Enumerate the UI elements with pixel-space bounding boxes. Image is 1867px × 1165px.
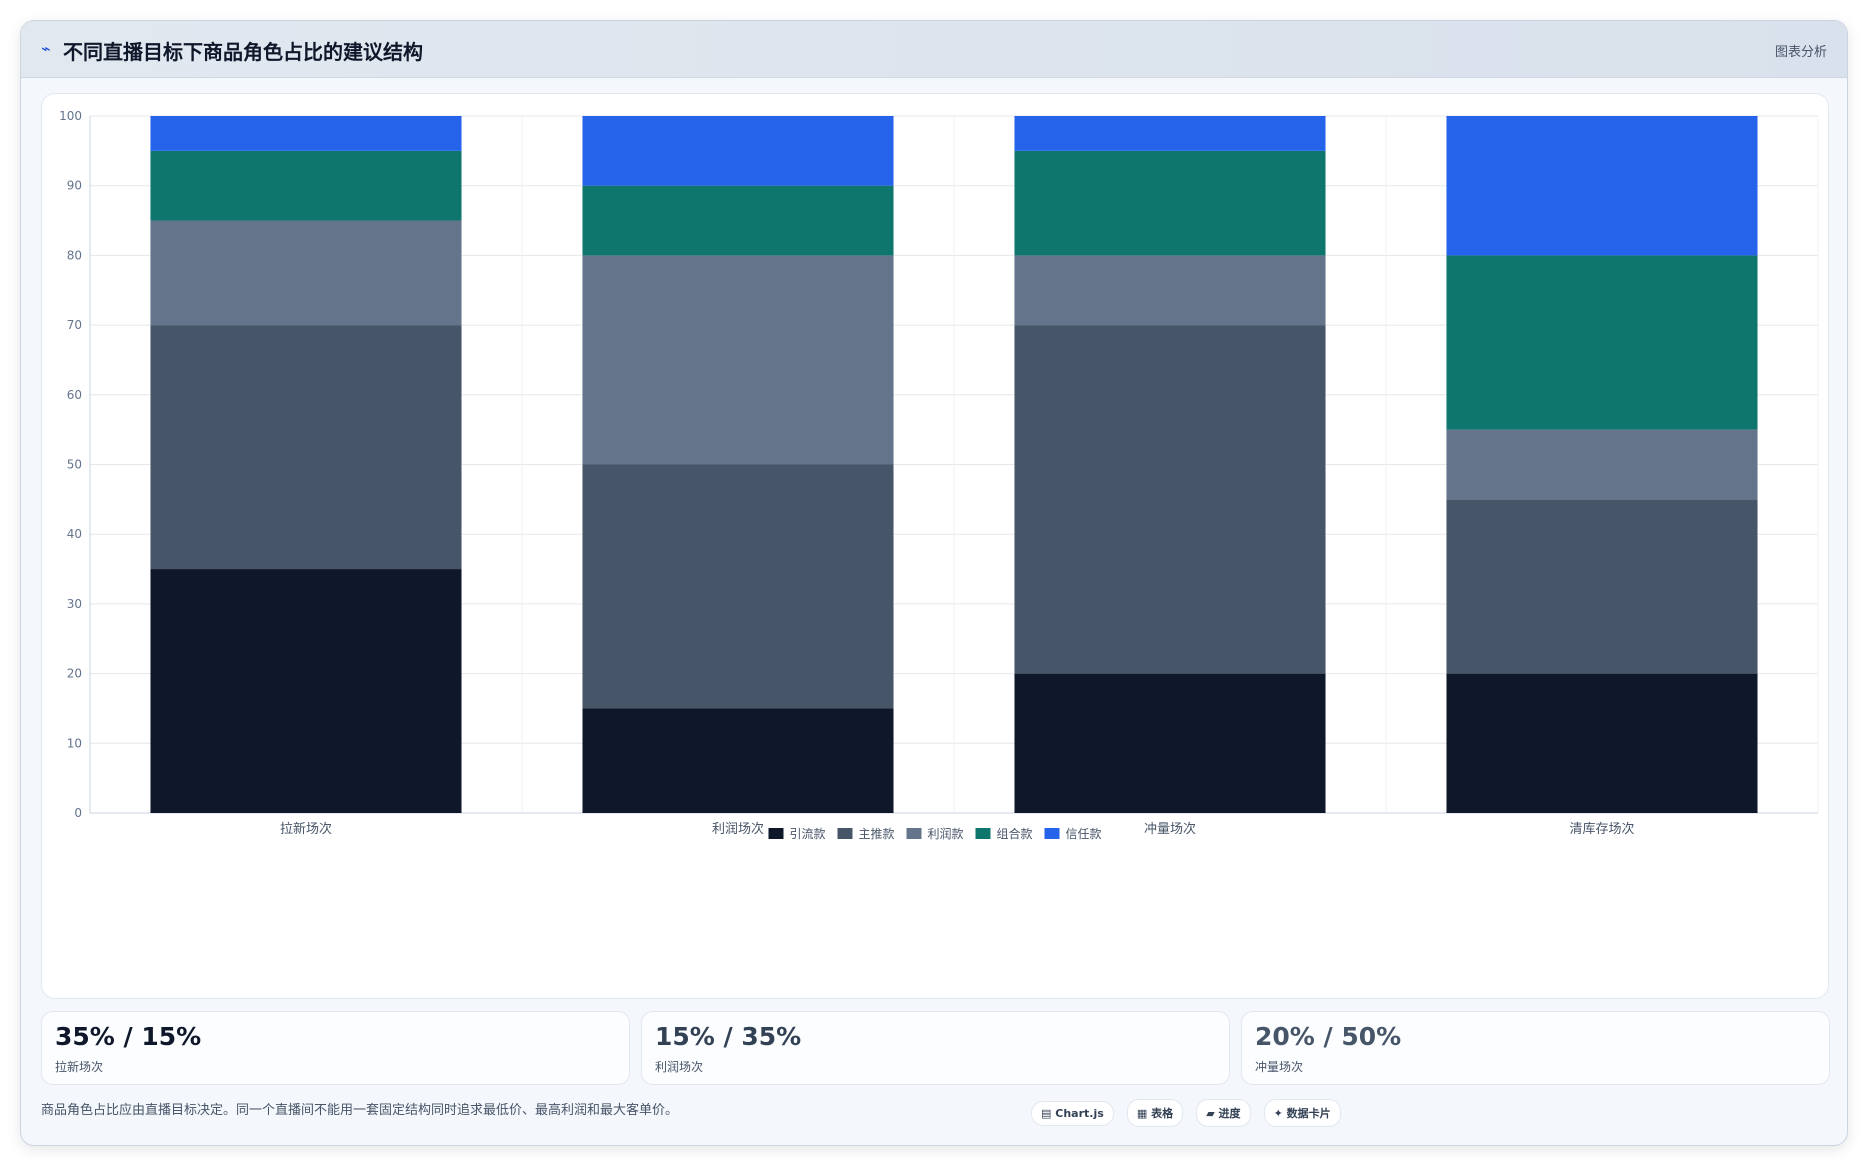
chart-icon: ▤ (1041, 1107, 1052, 1120)
chip-progress[interactable]: ▰ 进度 (1196, 1099, 1251, 1127)
chip-chartjs[interactable]: ▤ Chart.js (1031, 1101, 1114, 1126)
legend-swatch (837, 828, 853, 839)
bar-segment (1446, 673, 1758, 813)
bar-segment (1446, 255, 1758, 430)
progress-icon: ▰ (1206, 1107, 1215, 1120)
footnote: 商品角色占比应由直播目标决定。同一个直播间不能用一套固定结构同时追求最低价、最高… (41, 1103, 679, 1118)
kpi-label: 利润场次 (655, 1060, 704, 1074)
y-tick-label: 0 (74, 806, 82, 820)
chip-group: ▤ Chart.js ▦ 表格 ▰ 进度 ✦ 数据卡片 (1031, 1099, 1349, 1127)
bar-segment (150, 116, 462, 151)
bar-segment (582, 116, 894, 186)
legend-label: 利润款 (928, 827, 964, 841)
y-tick-label: 30 (67, 597, 82, 611)
panel-header: ⌁ 不同直播目标下商品角色占比的建议结构 图表分析 (21, 21, 1847, 78)
x-tick-label: 清库存场次 (1569, 821, 1634, 837)
header-tag: 图表分析 (1774, 45, 1827, 60)
kpi-card-1: 35% / 15% 拉新场次 (41, 1011, 630, 1085)
chip-label: 数据卡片 (1286, 1107, 1331, 1120)
kpi-value: 20% / 50% (1255, 1022, 1402, 1051)
bar-segment (150, 325, 462, 570)
chip-label: 进度 (1218, 1107, 1241, 1120)
y-tick-label: 20 (67, 667, 82, 681)
y-tick-label: 50 (67, 458, 82, 472)
page-title: 不同直播目标下商品角色占比的建议结构 (63, 40, 423, 64)
bar-segment (582, 464, 894, 709)
kpi-label: 拉新场次 (55, 1060, 104, 1074)
legend-swatch (1044, 828, 1060, 839)
chart-panel: ⌁ 不同直播目标下商品角色占比的建议结构 图表分析 0 10 20 30 40 50 60 7… (20, 20, 1848, 1146)
bar-segment (1446, 116, 1758, 256)
table-icon: ▦ (1136, 1107, 1148, 1120)
y-tick-label: 100 (59, 109, 82, 123)
kpi-card-3: 20% / 50% 冲量场次 (1241, 1011, 1830, 1085)
legend-swatch (975, 828, 991, 839)
bar-segment (1014, 325, 1326, 674)
bar-segment (150, 220, 462, 326)
kpi-card-2: 15% / 35% 利润场次 (641, 1011, 1230, 1085)
trend-icon: ⌁ (41, 39, 51, 58)
bar-segment (582, 255, 894, 465)
bar-segment (150, 569, 462, 813)
chip-label: Chart.js (1055, 1107, 1104, 1120)
bar-segment (1446, 429, 1758, 500)
y-tick-label: 90 (67, 179, 82, 193)
y-tick-label: 70 (67, 318, 82, 332)
bar-segment (1446, 499, 1758, 674)
x-tick-label: 利润场次 (712, 821, 764, 837)
card-icon: ✦ (1273, 1107, 1283, 1120)
bar-segment (1014, 255, 1326, 326)
chip-data-card[interactable]: ✦ 数据卡片 (1263, 1099, 1341, 1127)
chip-label: 表格 (1151, 1107, 1174, 1120)
y-tick-label: 40 (67, 527, 82, 541)
legend-swatch (768, 828, 784, 839)
bar-segment (582, 708, 894, 813)
bar-segment (582, 185, 894, 256)
legend-label: 主推款 (859, 827, 895, 841)
y-tick-label: 80 (67, 248, 82, 262)
chart-card: 0 10 20 30 40 50 60 70 80 90 100 拉新场次 利润场次 冲量场次 清库存场次 引… (41, 93, 1829, 999)
x-tick-label: 拉新场次 (280, 821, 332, 837)
bar-segment (1014, 116, 1326, 151)
legend-label: 组合款 (997, 826, 1033, 841)
y-tick-label: 60 (67, 388, 82, 402)
legend-swatch (906, 828, 922, 839)
stacked-bar-chart: 0 10 20 30 40 50 60 70 80 90 100 拉新场次 利润场次 冲量场次 清库存场次 引… (59, 109, 1819, 841)
chip-table[interactable]: ▦ 表格 (1126, 1099, 1184, 1127)
bar-segment (150, 150, 462, 221)
kpi-value: 15% / 35% (655, 1022, 802, 1051)
legend-label: 信任款 (1066, 827, 1102, 841)
kpi-label: 冲量场次 (1255, 1060, 1304, 1074)
x-tick-label: 冲量场次 (1144, 821, 1196, 837)
kpi-value: 35% / 15% (55, 1022, 202, 1051)
legend-label: 引流款 (790, 827, 826, 841)
bar-segment (1014, 673, 1326, 813)
bar-segment (1014, 150, 1326, 256)
y-tick-label: 10 (67, 736, 82, 750)
